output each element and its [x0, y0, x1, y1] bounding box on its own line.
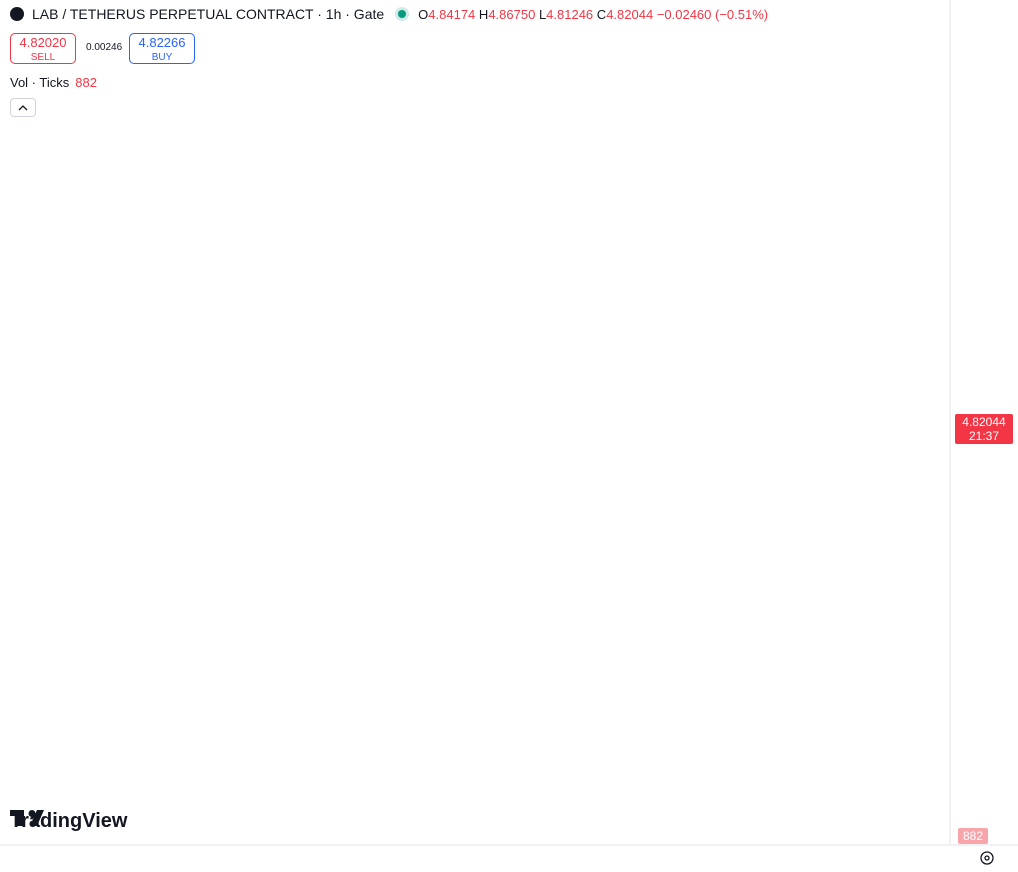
sell-button[interactable]: 4.82020 SELL	[10, 33, 76, 64]
change: −0.02460 (−0.51%)	[656, 6, 769, 22]
ohlc-value: 4.84174	[428, 6, 476, 22]
ohlc-key: C	[596, 6, 607, 22]
price-tag: 4.82044 21:37	[955, 414, 1013, 445]
settings-icon[interactable]	[980, 851, 994, 865]
ohlc-key: O	[418, 6, 429, 22]
sell-price: 4.82020	[19, 35, 67, 50]
buy-label: BUY	[151, 52, 173, 63]
settings-core	[984, 855, 990, 861]
sell-label: SELL	[30, 52, 56, 63]
buy-price: 4.82266	[138, 35, 186, 50]
volume-label: Vol · Ticks	[10, 75, 70, 90]
symbol-header: LAB / TETHERUS PERPETUAL CONTRACT · 1h ·…	[10, 6, 768, 22]
ohlc-value: 4.82044	[606, 6, 654, 22]
brand-logo	[10, 810, 44, 826]
spread: 0.00246	[86, 42, 123, 53]
collapse-icon	[18, 105, 28, 111]
volume-value: 882	[75, 75, 97, 90]
volume-tag: 882	[958, 828, 988, 844]
price-tag-price: 4.82044	[962, 415, 1006, 430]
ohlc-values: O4.84174 H4.86750 L4.81246 C4.82044 −0.0…	[418, 7, 768, 22]
buy-button[interactable]: 4.82266 BUY	[129, 33, 195, 64]
symbol-logo	[10, 7, 24, 21]
ohlc-key: L	[538, 6, 547, 22]
ohlc-value: 4.81246	[546, 6, 594, 22]
volume-legend: Vol · Ticks 882	[10, 75, 97, 90]
collapse-button[interactable]	[10, 98, 36, 117]
brand: TradingView	[10, 810, 127, 833]
settings-ring	[980, 851, 994, 865]
ohlc-key: H	[478, 6, 489, 22]
symbol-title[interactable]: LAB / TETHERUS PERPETUAL CONTRACT · 1h ·…	[32, 6, 385, 22]
ohlc-value: 4.86750	[488, 6, 536, 22]
market-status	[398, 10, 407, 18]
price-tag-countdown: 21:37	[968, 429, 1000, 444]
